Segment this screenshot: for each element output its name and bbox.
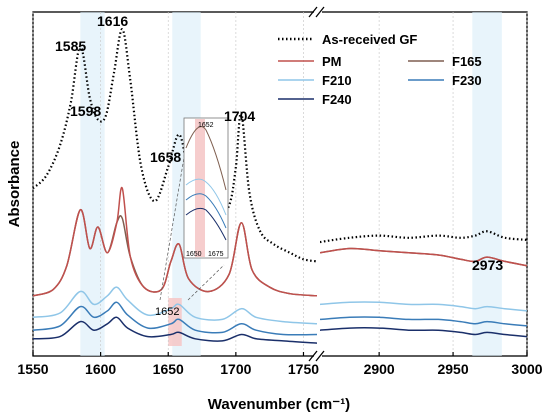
series-as-received-gf-left xyxy=(33,28,317,263)
highlight-bands xyxy=(80,12,502,356)
series-f230-left xyxy=(33,301,317,336)
y-axis-label: Absorbance xyxy=(6,141,23,228)
series-f210-right xyxy=(320,301,527,312)
x-axis-label: Wavenumber (cm⁻¹) xyxy=(208,396,350,413)
legend-label-f165: F165 xyxy=(452,54,482,69)
series-f240-right xyxy=(320,327,527,338)
legend-label-as-received-gf: As-received GF xyxy=(322,32,417,47)
x-axis-ticks: 1550 1600 1650 1700 1750 2900 2950 3000 xyxy=(17,352,543,377)
annotation-2973: 2973 xyxy=(472,257,503,273)
series-f230-right xyxy=(320,316,527,327)
legend: As-received GF PM F165 F210 F230 F240 xyxy=(278,32,482,107)
series-f240-left xyxy=(33,316,317,344)
annotation-1658: 1658 xyxy=(150,149,181,165)
series-f210-left xyxy=(33,286,317,325)
annotation-1652: 1652 xyxy=(155,306,179,318)
peak-annotations: 1585 1598 1616 1658 1704 1652 2973 xyxy=(55,13,503,318)
inset-frame xyxy=(183,117,229,259)
series-pm-right xyxy=(320,247,527,267)
inset-tick-1675: 1675 xyxy=(208,251,224,258)
annotation-1616: 1616 xyxy=(97,13,128,29)
axis-break-gap-top xyxy=(314,6,322,18)
inset-peak-label: 1652 xyxy=(198,122,214,129)
inset-connector-right xyxy=(187,264,225,301)
inset-curve-f165 xyxy=(185,126,227,191)
tick-label-3000: 3000 xyxy=(511,361,542,377)
highlight-band-3 xyxy=(472,12,502,356)
inset: 1652 1650 1675 xyxy=(159,117,229,301)
annotation-1598: 1598 xyxy=(70,103,101,119)
tick-label-1650: 1650 xyxy=(153,361,184,377)
axis-break-gap-bottom xyxy=(314,350,322,362)
inset-curve-f210 xyxy=(185,178,227,216)
series-as-received-gf-right xyxy=(320,230,527,244)
axis-break-marks xyxy=(308,6,325,362)
tick-label-1550: 1550 xyxy=(17,361,48,377)
inset-highlight xyxy=(195,119,205,257)
legend-label-f210: F210 xyxy=(322,73,352,88)
tick-label-2900: 2900 xyxy=(364,361,395,377)
inset-curve-f240 xyxy=(185,207,227,241)
annotation-1704: 1704 xyxy=(224,108,255,124)
inset-curve-f230 xyxy=(185,193,227,229)
annotation-1585: 1585 xyxy=(55,38,86,54)
tick-label-1750: 1750 xyxy=(288,361,319,377)
tick-label-2950: 2950 xyxy=(437,361,468,377)
tick-label-1600: 1600 xyxy=(85,361,116,377)
legend-label-f230: F230 xyxy=(452,73,482,88)
legend-label-f240: F240 xyxy=(322,92,352,107)
tick-label-1700: 1700 xyxy=(220,361,251,377)
legend-label-pm: PM xyxy=(322,54,342,69)
inset-tick-1650: 1650 xyxy=(186,251,202,258)
vertical-grid xyxy=(32,12,528,356)
series-pm-left xyxy=(33,186,317,297)
series-left-panel xyxy=(33,28,317,344)
series-right-panel xyxy=(320,230,527,338)
